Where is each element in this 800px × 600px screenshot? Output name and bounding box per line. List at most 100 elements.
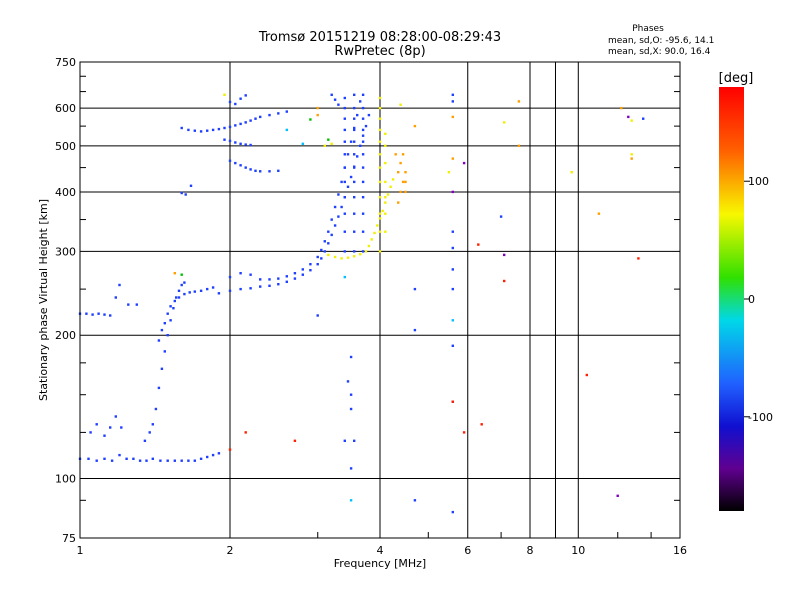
data-point: [353, 128, 356, 132]
data-point: [323, 250, 326, 253]
data-point: [397, 201, 400, 204]
y-tick-label: 100: [55, 473, 76, 486]
data-point: [376, 224, 379, 227]
data-point: [244, 431, 247, 434]
data-point: [206, 287, 209, 291]
data-point: [180, 191, 183, 195]
data-point: [330, 233, 333, 237]
data-point: [97, 312, 100, 315]
data-point: [370, 238, 373, 241]
data-point: [359, 253, 362, 256]
data-point: [249, 143, 252, 147]
data-point: [384, 212, 387, 215]
data-point: [346, 185, 350, 188]
data-point: [320, 248, 323, 252]
data-point: [330, 93, 333, 96]
data-point: [499, 215, 503, 218]
data-point: [199, 457, 203, 460]
data-point: [361, 93, 365, 96]
data-point: [177, 289, 181, 292]
x-axis-label: Frequency [MHz]: [334, 557, 426, 570]
x-tick-label: 4: [377, 544, 384, 557]
data-point: [285, 280, 288, 283]
data-point: [327, 242, 330, 245]
data-point: [91, 313, 94, 316]
data-point: [517, 144, 521, 147]
x-tick-label: 1: [77, 544, 84, 557]
data-point: [378, 166, 382, 169]
data-point: [211, 453, 215, 457]
data-point: [157, 339, 161, 342]
data-point: [148, 431, 151, 434]
data-point: [316, 263, 319, 266]
data-point: [118, 453, 121, 457]
data-point: [309, 269, 312, 272]
data-point: [160, 328, 164, 332]
data-point: [413, 124, 417, 128]
data-point: [234, 141, 237, 144]
data-point: [244, 121, 247, 124]
data-point: [285, 128, 288, 132]
data-point: [333, 255, 337, 259]
data-point: [343, 140, 346, 143]
data-point: [239, 97, 242, 100]
data-point: [103, 434, 106, 437]
data-point: [343, 196, 346, 199]
data-point: [327, 138, 330, 141]
data-point: [378, 96, 382, 100]
data-point: [353, 180, 356, 184]
data-point: [285, 110, 288, 113]
colorbar-tick-label: 0: [748, 293, 755, 306]
data-point: [193, 290, 196, 293]
data-point: [361, 153, 365, 156]
data-point: [384, 161, 387, 165]
data-point: [353, 166, 356, 169]
data-points: [78, 93, 645, 514]
data-point: [384, 201, 387, 204]
data-point: [346, 153, 350, 156]
data-point: [206, 455, 209, 459]
data-point: [343, 212, 346, 215]
stats-line-x: mean, sd,X: 90.0, 16.4: [608, 47, 711, 57]
data-point: [353, 212, 356, 215]
data-point: [356, 113, 359, 117]
data-point: [451, 344, 454, 347]
data-point: [361, 196, 365, 199]
data-point: [249, 119, 252, 122]
data-point: [323, 144, 326, 147]
data-point: [337, 103, 340, 106]
data-point: [259, 115, 262, 119]
data-point: [401, 180, 405, 184]
data-point: [193, 129, 196, 132]
data-point: [87, 457, 90, 460]
data-point: [143, 439, 147, 442]
data-point: [228, 159, 232, 162]
x-tick-label: 16: [673, 544, 687, 557]
data-point: [183, 292, 186, 296]
y-tick-label: 600: [55, 102, 76, 115]
data-point: [361, 166, 365, 169]
data-point: [627, 115, 630, 119]
data-point: [157, 386, 161, 390]
data-point: [630, 153, 633, 156]
data-point: [361, 117, 365, 120]
data-point: [451, 190, 454, 194]
data-point: [413, 287, 417, 291]
data-point: [223, 93, 226, 96]
data-point: [293, 439, 297, 442]
data-point: [346, 256, 350, 259]
data-point: [343, 153, 346, 156]
data-point: [413, 328, 417, 332]
data-point: [293, 272, 297, 275]
colorbar: [719, 87, 744, 511]
data-point: [228, 289, 232, 292]
data-point: [353, 106, 356, 110]
y-tick-label: 750: [55, 56, 76, 69]
data-point: [118, 283, 121, 287]
data-point: [451, 115, 454, 119]
data-point: [114, 296, 117, 299]
x-tick-label: 8: [527, 544, 534, 557]
data-point: [642, 117, 645, 120]
data-point: [184, 193, 187, 196]
data-point: [187, 459, 190, 462]
